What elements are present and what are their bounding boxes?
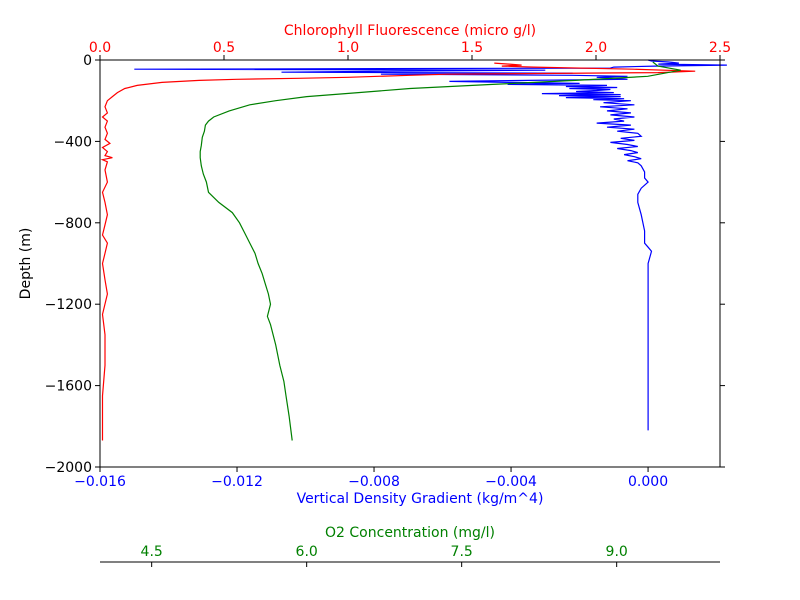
y-tick-label: −400: [54, 134, 92, 150]
axes-layer: 0 −400 −800 −1200 −1600 −2000−0.016 −0.012 −0.0…: [45, 40, 731, 567]
series-line-oxygen: [199, 61, 681, 441]
density-tick-label: −0.008: [348, 474, 400, 490]
density-tick-label: −0.016: [74, 474, 126, 490]
oxygen-tick-label: 7.5: [451, 544, 473, 560]
series-layer: [100, 59, 727, 441]
y-tick-label: 0: [83, 53, 92, 69]
x-axis-label-density: Vertical Density Gradient (kg/m^4): [297, 491, 544, 507]
series-line-density: [134, 59, 727, 431]
chlorophyll-tick-label: 2.5: [709, 40, 731, 56]
y-tick-label: −1600: [45, 379, 92, 395]
x-axis-label-oxygen: O2 Concentration (mg/l): [325, 525, 495, 541]
y-tick-label: −2000: [45, 460, 92, 476]
chlorophyll-tick-label: 1.5: [461, 40, 483, 56]
density-tick-label: −0.012: [211, 474, 263, 490]
y-tick-label: −800: [54, 216, 92, 232]
chlorophyll-tick-label: 1.0: [337, 40, 359, 56]
oxygen-tick-label: 6.0: [296, 544, 318, 560]
oxygen-tick-label: 9.0: [606, 544, 628, 560]
y-tick-label: −1200: [45, 297, 92, 313]
series-line-chlorophyll: [100, 62, 696, 441]
chlorophyll-tick-label: 2.0: [585, 40, 607, 56]
density-tick-label: 0.000: [628, 474, 668, 490]
plot-frame: [99, 59, 721, 468]
density-tick-label: −0.004: [485, 474, 537, 490]
y-axis-label: Depth (m): [18, 228, 34, 300]
chlorophyll-tick-label: 0.0: [89, 40, 111, 56]
x-axis-label-chlorophyll: Chlorophyll Fluorescence (micro g/l): [284, 23, 536, 39]
oxygen-tick-label: 4.5: [141, 544, 163, 560]
chlorophyll-tick-label: 0.5: [213, 40, 235, 56]
